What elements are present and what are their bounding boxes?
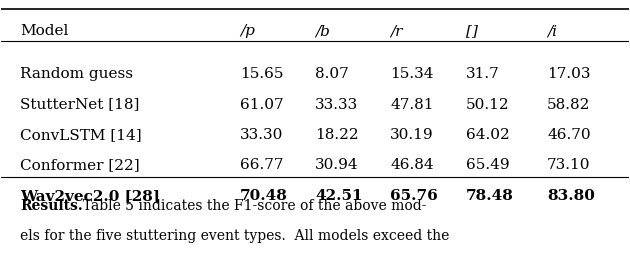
Text: 50.12: 50.12 (466, 98, 509, 112)
Text: 17.03: 17.03 (547, 67, 590, 81)
Text: 70.48: 70.48 (240, 189, 288, 203)
Text: 18.22: 18.22 (315, 128, 358, 142)
Text: 83.80: 83.80 (547, 189, 595, 203)
Text: 78.48: 78.48 (466, 189, 513, 203)
Text: Model: Model (20, 24, 69, 38)
Text: 33.30: 33.30 (240, 128, 283, 142)
Text: 31.7: 31.7 (466, 67, 500, 81)
Text: 73.10: 73.10 (547, 158, 590, 172)
Text: 66.77: 66.77 (240, 158, 284, 172)
Text: 46.84: 46.84 (390, 158, 434, 172)
Text: 33.33: 33.33 (315, 98, 358, 112)
Text: els for the five stuttering event types.  All models exceed the: els for the five stuttering event types.… (20, 229, 450, 243)
Text: 46.70: 46.70 (547, 128, 591, 142)
Text: 15.65: 15.65 (240, 67, 284, 81)
Text: Random guess: Random guess (20, 67, 133, 81)
Text: 30.19: 30.19 (390, 128, 434, 142)
Text: 8.07: 8.07 (315, 67, 349, 81)
Text: 61.07: 61.07 (240, 98, 284, 112)
Text: 65.76: 65.76 (390, 189, 438, 203)
Text: 47.81: 47.81 (390, 98, 434, 112)
Text: 58.82: 58.82 (547, 98, 590, 112)
Text: 65.49: 65.49 (466, 158, 509, 172)
Text: 42.51: 42.51 (315, 189, 363, 203)
Text: 64.02: 64.02 (466, 128, 509, 142)
Text: /p: /p (240, 24, 255, 38)
Text: 30.94: 30.94 (315, 158, 358, 172)
Text: /i: /i (547, 24, 557, 38)
Text: 15.34: 15.34 (390, 67, 434, 81)
Text: StutterNet [18]: StutterNet [18] (20, 98, 140, 112)
Text: /b: /b (315, 24, 330, 38)
Text: Wav2vec2.0 [28]: Wav2vec2.0 [28] (20, 189, 160, 203)
Text: Table 5 indicates the F1-score of the above mod-: Table 5 indicates the F1-score of the ab… (74, 199, 426, 213)
Text: ConvLSTM [14]: ConvLSTM [14] (20, 128, 142, 142)
Text: []: [] (466, 24, 478, 38)
Text: /r: /r (390, 24, 403, 38)
Text: Results.: Results. (20, 199, 83, 213)
Text: Conformer [22]: Conformer [22] (20, 158, 140, 172)
